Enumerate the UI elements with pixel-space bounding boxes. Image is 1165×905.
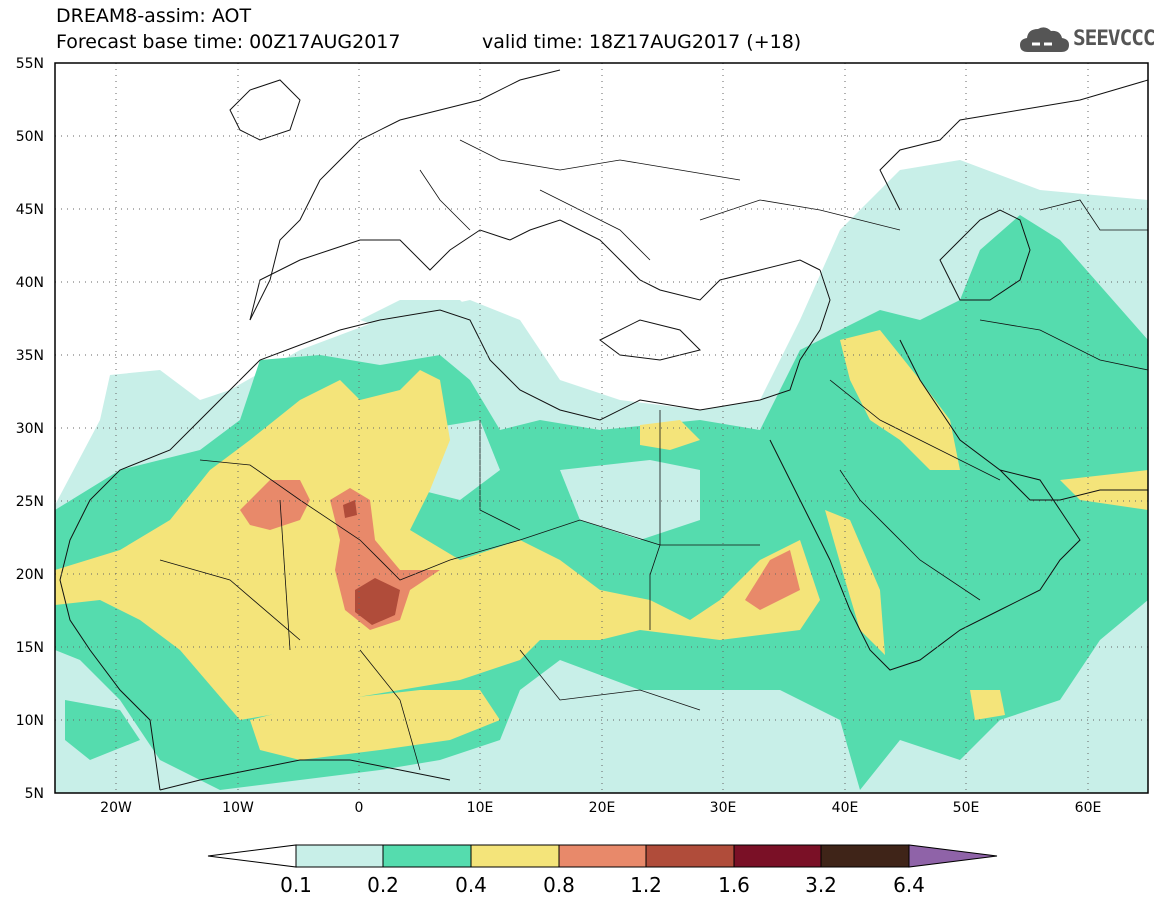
colorbar-label: 0.1 bbox=[280, 873, 312, 897]
colorbar-swatch bbox=[558, 844, 647, 868]
lat-axis: 55N 50N 45N 40N 35N 30N 25N 20N 15N 10N … bbox=[16, 56, 44, 802]
country-borders bbox=[159, 139, 1148, 771]
colorbar-labels: 0.1 0.2 0.4 0.8 1.2 1.6 3.2 6.4 bbox=[280, 873, 925, 897]
lat-label: 45N bbox=[16, 202, 44, 218]
lat-label: 50N bbox=[16, 129, 44, 145]
colorbar-swatch bbox=[733, 844, 822, 868]
aot-band-1.2 bbox=[343, 500, 400, 625]
lon-label: 10W bbox=[222, 800, 254, 816]
lon-label: 10E bbox=[467, 800, 494, 816]
lon-label: 50E bbox=[953, 800, 980, 816]
lon-label: 40E bbox=[832, 800, 859, 816]
lat-label: 5N bbox=[25, 786, 44, 802]
colorbar-label: 3.2 bbox=[805, 873, 837, 897]
colorbar-label: 6.4 bbox=[893, 873, 925, 897]
colorbar-swatch bbox=[820, 844, 910, 868]
lat-label: 25N bbox=[16, 494, 44, 510]
lon-label: 30E bbox=[710, 800, 737, 816]
lat-label: 55N bbox=[16, 56, 44, 72]
colorbar-under-arrow bbox=[207, 844, 297, 868]
cloud-icon bbox=[1020, 27, 1069, 52]
lon-label: 20E bbox=[589, 800, 616, 816]
lon-axis: 20W 10W 0 10E 20E 30E 40E 50E 60E bbox=[100, 800, 1101, 816]
lon-label: 0 bbox=[355, 800, 364, 816]
lat-label: 20N bbox=[16, 567, 44, 583]
colorbar-label: 1.2 bbox=[630, 873, 662, 897]
coastlines bbox=[59, 69, 1148, 791]
logo-text: SEEVCCC bbox=[1073, 26, 1156, 50]
lat-label: 15N bbox=[16, 640, 44, 656]
colorbar-label: 1.6 bbox=[718, 873, 750, 897]
colorbar-swatch bbox=[470, 844, 560, 868]
colorbar-over-arrow bbox=[908, 844, 998, 868]
colorbar-swatch bbox=[295, 844, 384, 868]
valid-time: valid time: 18Z17AUG2017 (+18) bbox=[482, 31, 802, 53]
aot-band-0.4 bbox=[55, 330, 1148, 760]
graticule bbox=[55, 63, 1148, 793]
colorbar-swatch bbox=[645, 844, 735, 868]
lat-label: 40N bbox=[16, 275, 44, 291]
seevccc-logo: SEEVCCC bbox=[1018, 22, 1158, 56]
lat-label: 10N bbox=[16, 713, 44, 729]
map-title: DREAM8-assim: AOT bbox=[56, 5, 252, 27]
colorbar bbox=[207, 844, 998, 868]
lat-label: 35N bbox=[16, 348, 44, 364]
lon-label: 20W bbox=[100, 800, 132, 816]
colorbar-swatch bbox=[382, 844, 472, 868]
map-frame bbox=[54, 62, 1149, 794]
colorbar-label: 0.8 bbox=[543, 873, 575, 897]
colorbar-label: 0.4 bbox=[455, 873, 487, 897]
aot-field bbox=[55, 160, 1148, 793]
colorbar-label: 0.2 bbox=[367, 873, 399, 897]
lon-label: 60E bbox=[1075, 800, 1102, 816]
lat-label: 30N bbox=[16, 421, 44, 437]
forecast-base-time: Forecast base time: 00Z17AUG2017 bbox=[56, 31, 401, 53]
